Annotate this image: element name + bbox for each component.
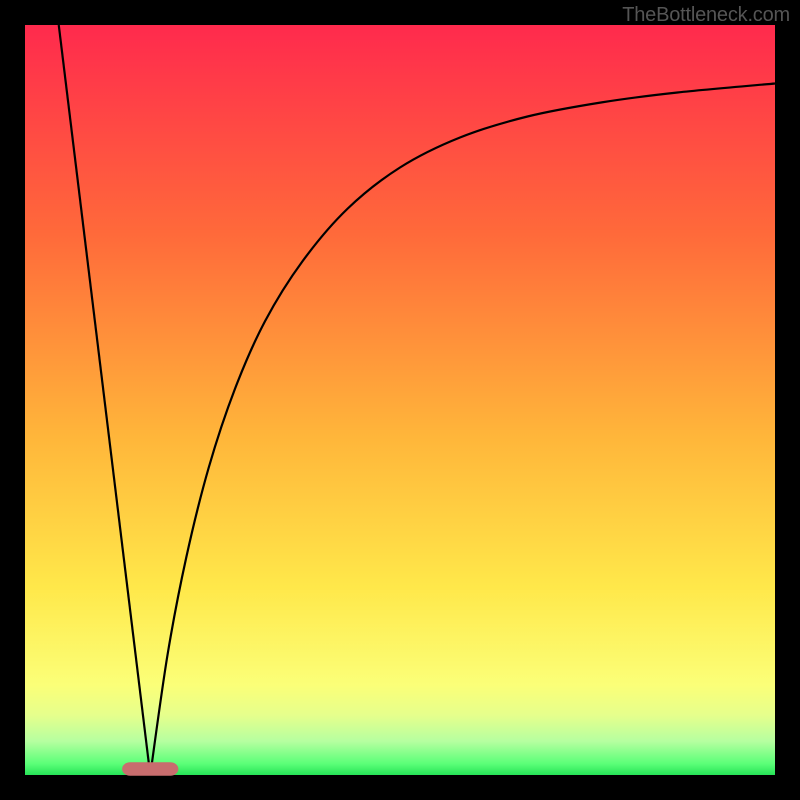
bottleneck-chart: TheBottleneck.com [0, 0, 800, 800]
watermark-text: TheBottleneck.com [622, 4, 790, 27]
optimum-marker [122, 762, 178, 776]
chart-svg [0, 0, 800, 800]
